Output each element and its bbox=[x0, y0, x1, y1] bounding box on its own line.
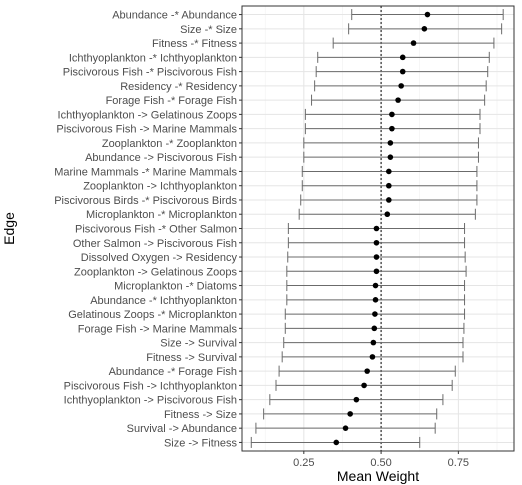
mean-point bbox=[333, 439, 340, 446]
y-tick-label: Microplankton -* Microplankton bbox=[86, 209, 237, 221]
y-tick-label: Other Salmon -> Piscivorous Fish bbox=[73, 238, 237, 250]
y-tick-label: Piscivorous Fish -* Piscivorous Fish bbox=[63, 67, 237, 79]
y-tick-label: Abundance -* Ichthyoplankton bbox=[90, 295, 237, 307]
x-tick-label: 0.75 bbox=[448, 457, 469, 469]
y-tick-label: Ichthyoplankton -> Gelatinous Zoops bbox=[58, 109, 238, 121]
mean-point bbox=[386, 197, 392, 203]
y-axis-title: Edge bbox=[1, 212, 17, 245]
y-tick-label: Fitness -* Fitness bbox=[152, 38, 237, 50]
y-tick-label: Size -> Survival bbox=[160, 338, 237, 350]
y-axis-ticks: Abundance -* Abundance Size -* Size Fitnes… bbox=[54, 10, 242, 449]
y-tick-label: Fitness -> Survival bbox=[146, 352, 237, 364]
mean-point bbox=[389, 111, 395, 118]
y-tick-label: Abundance -> Piscivorous Fish bbox=[85, 152, 237, 164]
y-tick-label: Abundance -* Forage Fish bbox=[109, 366, 237, 378]
y-tick-label: Survival -> Abundance bbox=[127, 423, 237, 435]
y-tick-label: Forage Fish -> Marine Mammals bbox=[78, 323, 238, 335]
mean-point bbox=[410, 40, 417, 46]
mean-point bbox=[373, 225, 380, 232]
x-tick-label: 0.50 bbox=[370, 457, 391, 469]
mean-point bbox=[372, 282, 379, 289]
y-tick-label: Zooplankton -* Zooplankton bbox=[102, 138, 237, 150]
mean-point bbox=[361, 382, 367, 389]
y-tick-label: Ichthyoplankton -* Ichthyoplankton bbox=[69, 52, 237, 64]
y-tick-label: Fitness -> Size bbox=[164, 409, 237, 421]
y-tick-label: Piscivorous Fish -* Other Salmon bbox=[75, 224, 237, 236]
y-tick-label: Marine Mammals -* Marine Mammals bbox=[54, 166, 237, 178]
y-tick-label: Gelatinous Zoops -* Microplankton bbox=[68, 309, 237, 321]
mean-point bbox=[364, 368, 370, 374]
mean-point bbox=[369, 354, 376, 360]
y-tick-label: Piscivorous Birds -* Piscivorous Birds bbox=[54, 195, 237, 207]
y-tick-label: Abundance -* Abundance bbox=[112, 10, 237, 22]
mean-point bbox=[424, 11, 431, 18]
mean-point bbox=[399, 54, 406, 61]
y-tick-label: Size -> Fitness bbox=[164, 437, 238, 449]
y-tick-label: Residency -* Residency bbox=[120, 81, 237, 93]
mean-point bbox=[372, 297, 379, 303]
y-tick-label: Piscivorous Fish -> Marine Mammals bbox=[56, 124, 237, 136]
mean-point bbox=[371, 325, 378, 332]
y-tick-label: Size -* Size bbox=[180, 24, 237, 36]
mean-point bbox=[386, 182, 392, 189]
mean-point bbox=[353, 396, 360, 403]
y-tick-label: Dissolved Oxygen -> Residency bbox=[81, 252, 238, 264]
mean-point bbox=[387, 140, 394, 146]
mean-point bbox=[398, 83, 404, 89]
mean-point bbox=[384, 211, 391, 218]
mean-points bbox=[333, 11, 431, 446]
y-tick-label: Zooplankton -> Ichthyoplankton bbox=[83, 181, 237, 193]
y-tick-label: Forage Fish -* Forage Fish bbox=[106, 95, 237, 107]
mean-point bbox=[421, 26, 428, 32]
mean-point bbox=[389, 125, 395, 132]
mean-point bbox=[373, 268, 380, 275]
y-tick-label: Zooplankton -> Gelatinous Zoops bbox=[74, 266, 237, 278]
mean-point bbox=[373, 239, 380, 246]
mean-point bbox=[372, 311, 378, 317]
y-tick-label: Piscivorous Fish -> Ichthyoplankton bbox=[64, 380, 237, 392]
x-axis-ticks: 0.25 0.50 0.75 bbox=[293, 451, 469, 469]
mean-point bbox=[370, 339, 377, 346]
mean-point bbox=[395, 97, 401, 103]
mean-point bbox=[399, 68, 406, 75]
mean-point bbox=[387, 154, 394, 160]
mean-point bbox=[342, 425, 349, 431]
x-tick-label: 0.25 bbox=[293, 457, 314, 469]
y-tick-label: Microplankton -* Diatoms bbox=[114, 281, 237, 293]
mean-point bbox=[347, 411, 353, 417]
x-axis-title: Mean Weight bbox=[337, 468, 419, 484]
mean-point bbox=[386, 168, 392, 175]
y-tick-label: Ichthyoplankton -> Piscivorous Fish bbox=[64, 395, 237, 407]
mean-point bbox=[373, 254, 380, 260]
